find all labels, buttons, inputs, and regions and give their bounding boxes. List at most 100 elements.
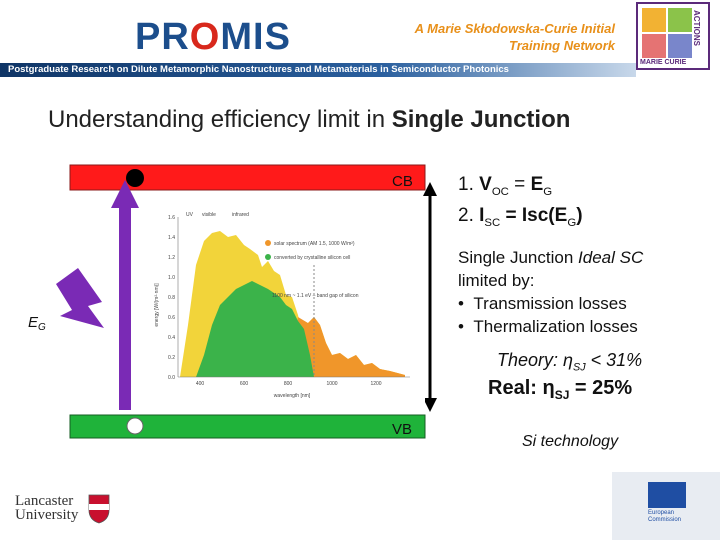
real-text: = 25% <box>569 377 633 399</box>
condition: 1. VOC = EG <box>458 173 583 204</box>
band-diagram: CB VB EG <box>28 164 437 439</box>
university: Lancaster University <box>15 493 79 523</box>
y-tick-label: 0.4 <box>168 335 175 341</box>
network-line: A Marie Skłodowska-Curie Initial <box>414 21 615 36</box>
title-text: Understanding efficiency limit in <box>48 106 392 133</box>
eu-line: European <box>648 510 675 516</box>
gap-arrowhead <box>423 182 437 196</box>
badge-tile <box>668 8 692 32</box>
hole <box>126 417 144 435</box>
condition-text: ) <box>576 204 583 226</box>
condition-sub: G <box>567 216 577 229</box>
theory: Theory: ηSJ < 31% <box>497 350 642 374</box>
y-tick-label: 0.0 <box>168 375 175 381</box>
network: A Marie Skłodowska-Curie Initial Trainin… <box>405 20 615 54</box>
tagline: Postgraduate Research on Dilute Metamorp… <box>8 64 509 75</box>
real-sub: SJ <box>554 388 570 402</box>
eu-line: Commission <box>648 517 682 523</box>
technology: Si technology <box>522 433 619 450</box>
crest-band <box>89 504 109 510</box>
condition-text: V <box>479 174 492 195</box>
limits-text: limited by: <box>458 271 535 290</box>
university-text: Lancaster <box>15 493 74 509</box>
x-tick-label: 400 <box>196 381 205 387</box>
eg-text: E <box>28 314 39 331</box>
region-label: visible <box>202 212 216 218</box>
gap-arrowhead <box>423 398 437 412</box>
legend-label: solar spectrum (AM 1.5, 1000 W/m²) <box>274 241 355 247</box>
eu-panel: European Commission <box>612 472 720 540</box>
theory-text: Theory: η <box>497 350 574 370</box>
y-tick-label: 0.8 <box>168 295 175 301</box>
badge-tile <box>668 34 692 58</box>
legend-swatch <box>265 254 271 260</box>
condition-text: I <box>479 204 485 226</box>
y-tick-label: 1.2 <box>168 255 175 261</box>
annotation: 1100 nm ~ 1.1 eV – band gap of silicon <box>272 293 359 299</box>
photon-bolt <box>56 268 104 328</box>
y-axis-label: energy [W/(m²·nm)] <box>154 283 160 327</box>
condition-text: = <box>500 204 522 226</box>
limits-text: Single Junction <box>458 248 579 267</box>
x-tick-label: 800 <box>284 381 293 387</box>
x-tick-label: 1000 <box>326 381 337 387</box>
y-tick-label: 0.2 <box>168 355 175 361</box>
real-text: Real: η <box>488 377 555 399</box>
condition: 2. ISC = Isc(EG) <box>458 204 583 235</box>
condition-sub: OC <box>491 185 509 198</box>
y-tick-label: 0.6 <box>168 315 175 321</box>
eg-label: EG <box>28 314 46 333</box>
title-text: Single Junction <box>391 106 571 133</box>
legend-label: converted by crystalline silicon cell <box>274 255 350 261</box>
network-line: Training Network <box>509 38 615 53</box>
badge-text: ACTIONS <box>692 10 701 46</box>
x-tick-label: 1200 <box>370 381 381 387</box>
logo-text: O <box>189 16 221 58</box>
infrared-loss-area <box>290 317 405 377</box>
badge: ACTIONS MARIE CURIE <box>636 2 710 70</box>
bullet-text: Transmission losses <box>473 294 627 313</box>
conditions: 1. VOC = EG 2. ISC = Isc(EG) <box>458 173 583 235</box>
y-tick-label: 1.0 <box>168 275 175 281</box>
condition-text: 2. <box>458 204 480 226</box>
real: Real: ηSJ = 25% <box>488 377 632 402</box>
cb-label: CB <box>392 173 413 190</box>
theory-sub: SJ <box>573 361 586 374</box>
tagline-band: Postgraduate Research on Dilute Metamorp… <box>0 63 636 77</box>
vb-label: VB <box>392 421 412 438</box>
valence-band <box>69 414 426 439</box>
excitation-arrow <box>111 180 139 410</box>
slide-title: Understanding efficiency limit in Single… <box>48 106 570 134</box>
converted-area <box>196 281 314 377</box>
eu-flag <box>648 482 686 508</box>
region-label: UV <box>186 212 194 218</box>
condition-text: Isc(E <box>521 204 568 226</box>
badge-tile <box>642 8 666 32</box>
eg-sub: G <box>38 322 46 333</box>
limits: Single Junction Ideal SC limited by: • T… <box>458 246 643 338</box>
region-label: infrared <box>232 212 249 218</box>
condition-text: = <box>508 174 531 195</box>
limits-line: Single Junction Ideal SC <box>458 246 643 269</box>
logo: PROMIS <box>135 16 291 59</box>
bullet-text: Thermalization losses <box>473 317 638 336</box>
electron <box>126 169 144 187</box>
legend-swatch <box>265 240 271 246</box>
eu-text: European Commission <box>648 510 681 524</box>
theory-text: < 31% <box>585 350 643 370</box>
y-tick-label: 1.4 <box>168 235 175 241</box>
condition-text: E <box>530 174 544 195</box>
badge-tile <box>642 34 666 58</box>
logo-text: PR <box>135 16 190 58</box>
limits-text: Ideal SC <box>578 248 644 267</box>
condition-text: 1. <box>458 174 480 195</box>
condition-sub: SC <box>484 216 501 229</box>
spectrum-image: UV visible infrared solar spectrum (AM 1… <box>150 205 425 403</box>
badge-text: MARIE CURIE <box>640 59 687 66</box>
logo-text: MIS <box>220 16 291 58</box>
bullet: • Thermalization losses <box>458 317 638 336</box>
university-text: University <box>15 507 79 523</box>
crest <box>88 494 110 524</box>
condition-sub: G <box>543 185 553 198</box>
